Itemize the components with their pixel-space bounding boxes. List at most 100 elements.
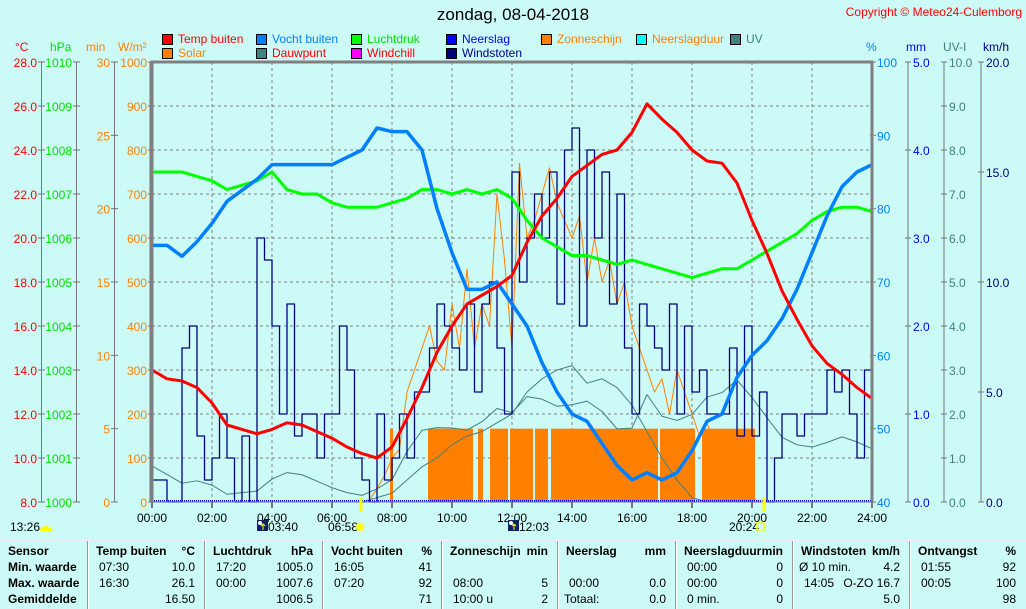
axis-tick-label: 100 — [127, 452, 147, 466]
axis-tick-label: 4.0 — [949, 320, 966, 334]
sunrise-time: 06:58 — [328, 520, 358, 534]
x-tick-label: 00:00 — [137, 511, 167, 525]
moonset-time: 12:03 — [519, 520, 549, 534]
table-cell-value: 10.0 — [171, 560, 195, 574]
table-separator — [204, 541, 206, 609]
legend-label: Vocht buiten — [272, 32, 339, 46]
chart: 28.0 26.0 24.0 22.0 20.0 18.0 16.0 14.0 12.0 10.0… — [10, 56, 1010, 534]
table-cell-time: 00:00 — [569, 576, 600, 590]
axis-tick-label: 26.0 — [14, 100, 38, 114]
legend-label: Windstoten — [462, 46, 523, 60]
table-cell-time: 17:20 — [216, 560, 247, 574]
legend-item: Temp buiten — [162, 32, 243, 46]
copyright: Copyright © Meteo24-Culemborg — [845, 5, 1022, 19]
current-time: 13:26 — [10, 520, 40, 534]
zonneschijn-bar — [702, 428, 755, 502]
table-cell-time: 00:05 — [921, 576, 952, 590]
axis-tick-label: 30 — [97, 56, 111, 70]
legend-item: Solar — [162, 46, 206, 60]
table-cell-value: 98 — [1002, 592, 1016, 606]
legend-swatch — [256, 47, 267, 59]
table-cell-value: 26.1 — [171, 576, 195, 590]
temp-buiten-line — [151, 102, 873, 460]
legend-swatch — [541, 33, 552, 45]
table-header-unit: mm — [644, 544, 666, 558]
table-separator — [87, 541, 89, 609]
x-tick-label: 10:00 — [437, 511, 467, 525]
axis-tick-label: 100 — [877, 56, 897, 70]
legend-label: Luchtdruk — [367, 32, 420, 46]
table-separator — [322, 541, 324, 609]
table-cell-value: 0 — [776, 560, 783, 574]
zonneschijn-bar — [490, 428, 508, 502]
table-header-unit: hPa — [290, 544, 313, 558]
table-cell-time: 10:00 u — [453, 592, 494, 606]
axis-tick-label: 70 — [877, 276, 891, 290]
axis-tick-label: 15 — [97, 276, 111, 290]
axis-tick-label: 1004 — [45, 320, 72, 334]
axis-tick-label: 1006 — [45, 232, 72, 246]
x-tick-label: 16:00 — [617, 511, 647, 525]
stats-table: Sensor Min. waarde Max. waarde Gemiddelde Te… — [0, 540, 1026, 609]
table-separator — [675, 541, 677, 609]
table-separator — [441, 541, 443, 609]
legend-item: Windstoten — [446, 46, 522, 60]
axis-tick-label: 3.0 — [949, 364, 966, 378]
windstoten-line — [152, 127, 872, 503]
zonneschijn-bar — [478, 428, 483, 502]
legend-swatch — [162, 33, 173, 45]
table-header: Neerslagduur — [684, 544, 762, 558]
table-cell-time: 16:30 — [99, 576, 130, 590]
axis-tick-label: 1.0 — [913, 408, 930, 422]
axis-tick-label: 700 — [127, 188, 147, 202]
axis-tick-label: 2.0 — [913, 320, 930, 334]
table-cell-value: 0.0 — [649, 592, 666, 606]
axis-tick-label: 22.0 — [14, 188, 38, 202]
zonneschijn-bar — [535, 428, 548, 502]
axis-tick-label: 20 — [97, 203, 111, 217]
axis-tick-label: 1008 — [45, 144, 72, 158]
table-header-unit: min — [526, 544, 548, 558]
moonrise-icon — [257, 520, 268, 531]
x-tick-label: 22:00 — [797, 511, 827, 525]
axis-tick-label: 1000 — [45, 496, 72, 510]
moon-icon — [509, 521, 513, 525]
axis-tick-label: 10 — [97, 349, 111, 363]
table-cell-value: 0 — [776, 592, 783, 606]
legend-label: Neerslag — [462, 32, 511, 46]
zonneschijn-bar — [510, 428, 533, 502]
axis-tick-label: 20.0 — [986, 56, 1010, 70]
legend-label: Temp buiten — [178, 32, 244, 46]
table-header-unit: min — [761, 544, 783, 558]
axis-tick-label: 90 — [877, 129, 891, 143]
table-header: Zonneschijn — [450, 544, 521, 558]
table-cell-time: 00:00 — [687, 576, 718, 590]
table-cell-time: Ø 10 min. — [799, 560, 852, 574]
plot-frame — [150, 60, 874, 502]
zonneschijn-bar — [428, 428, 473, 502]
table-cell-value: 0 — [776, 576, 783, 590]
table-cell-value: 16.50 — [164, 592, 195, 606]
legend-swatch — [162, 47, 173, 59]
axis-tick-label: 0.0 — [913, 496, 930, 510]
table-cell-value: 71 — [418, 592, 432, 606]
axis-unit-solar: W/m² — [118, 40, 147, 54]
legend-label: Neerslagduur — [652, 32, 725, 46]
axis-tick-label: 900 — [127, 100, 147, 114]
table-header-unit: km/h — [871, 544, 900, 558]
table-cell-value: 5 — [541, 576, 548, 590]
table-header-unit: % — [1005, 544, 1016, 558]
axis-tick-label: 5.0 — [986, 386, 1003, 400]
x-tick-label: 18:00 — [677, 511, 707, 525]
table-header-unit: °C — [181, 544, 195, 558]
axis-tick-label: 28.0 — [14, 56, 38, 70]
axis-tick-label: 15.0 — [986, 166, 1010, 180]
legend-item: Zonneschijn — [541, 32, 622, 46]
legend-item: Windchill — [351, 46, 415, 60]
x-tick-label: 06:00 — [317, 511, 347, 525]
legend-swatch — [351, 33, 362, 45]
axis-tick-label: 1010 — [45, 56, 72, 70]
axis-unit-humidity: % — [866, 40, 877, 54]
axis-tick-label: 25 — [97, 129, 111, 143]
axis-tick-label: 60 — [877, 349, 891, 363]
